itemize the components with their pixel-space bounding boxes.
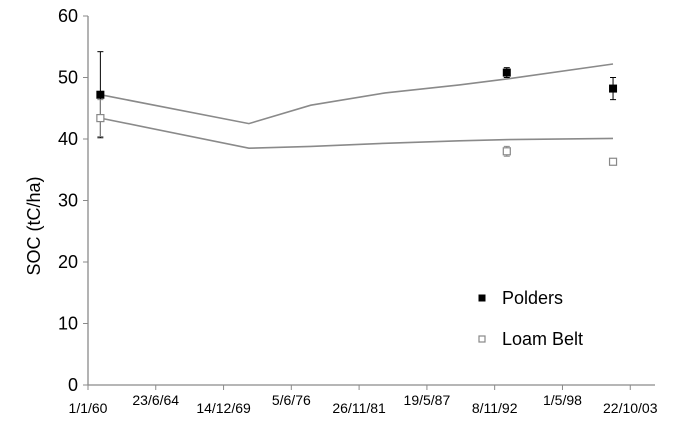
data-point-polders [502,68,511,77]
model-line-polders [100,63,614,125]
data-point-polders [609,84,618,93]
y-ticks: 0 10 20 30 40 50 60 [58,6,88,395]
y-tick-label: 50 [58,68,78,88]
y-tick-label: 60 [58,6,78,26]
x-ticks: 1/1/60 23/6/64 14/12/69 5/6/76 26/11/81 19/5/… [69,385,658,416]
y-tick-label: 30 [58,191,78,211]
x-tick-label: 26/11/81 [332,400,386,416]
x-tick-label: 19/5/87 [404,392,451,408]
data-point-polders [96,90,105,99]
x-tick-label: 5/6/76 [272,392,311,408]
observation-points [96,51,618,166]
y-tick-label: 0 [68,375,78,395]
x-tick-label: 23/6/64 [132,392,179,408]
x-tick-label: 14/12/69 [196,400,251,416]
data-point-loam-belt [96,113,105,123]
legend-marker-loam-belt [478,335,486,343]
x-tick-label: 1/1/60 [69,400,108,416]
y-tick-label: 40 [58,129,78,149]
legend-label-loam-belt: Loam Belt [502,329,583,349]
legend: Polders Loam Belt [478,288,583,349]
y-axis-label: SOC (tC/ha) [24,176,44,275]
model-lines [100,63,614,150]
data-point-loam-belt [502,147,511,156]
x-tick-label: 1/5/98 [543,392,582,408]
x-tick-label: 22/10/03 [603,400,658,416]
y-tick-label: 20 [58,252,78,272]
legend-label-polders: Polders [502,288,563,308]
y-tick-label: 10 [58,314,78,334]
y-axis-label-group: SOC (tC/ha) [24,176,44,275]
data-point-loam-belt [608,157,618,166]
legend-marker-polders [478,294,486,302]
model-line-loam-belt [100,117,614,150]
x-tick-label: 8/11/92 [472,400,518,416]
